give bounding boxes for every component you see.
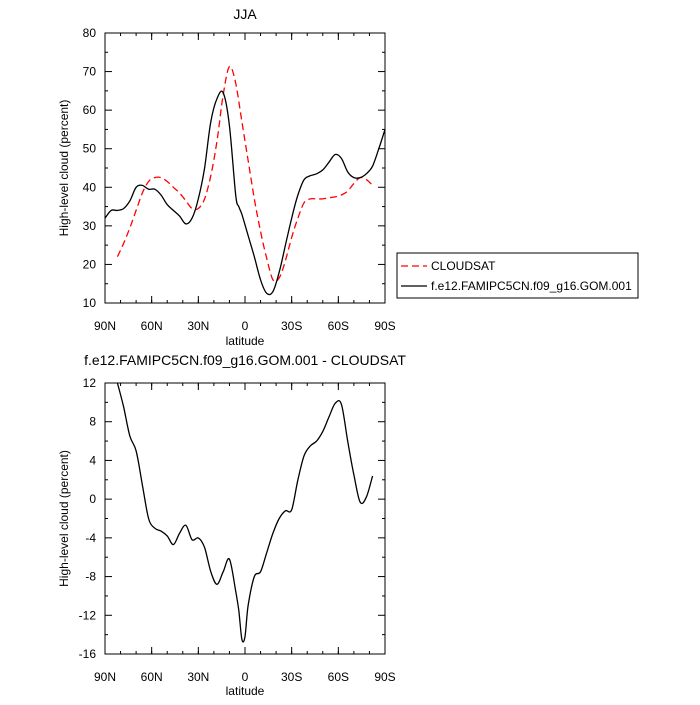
y-tick-label: 0 [89, 492, 96, 506]
x-tick-label: 90N [94, 670, 116, 684]
plot-frame [104, 382, 386, 655]
y-tick-label: 30 [83, 219, 97, 233]
difference-line [116, 382, 374, 643]
x-tick-label: 60S [328, 319, 349, 333]
chart-panel-2: f.e12.FAMIPC5CN.f09_g16.GOM.001 - CLOUDS… [57, 352, 406, 698]
y-tick-label: 70 [83, 65, 97, 79]
x-tick-label: 0 [242, 319, 249, 333]
y-tick-label: 50 [83, 142, 97, 156]
x-tick-label: 30N [187, 670, 209, 684]
y-tick-label: 8 [89, 415, 96, 429]
series-line-cloudsat [116, 65, 374, 283]
chart-title: f.e12.FAMIPC5CN.f09_g16.GOM.001 - CLOUDS… [84, 352, 406, 368]
y-axis-label: High-level cloud (percent) [57, 450, 71, 587]
legend-label: CLOUDSAT [431, 259, 496, 273]
x-tick-label: 0 [242, 670, 249, 684]
x-axis-label: latitude [226, 684, 265, 698]
legend-label: f.e12.FAMIPC5CN.f09_g16.GOM.001 [431, 279, 632, 293]
x-tick-label: 60N [141, 670, 163, 684]
y-tick-label: -8 [85, 570, 96, 584]
plot-frame [104, 32, 386, 304]
x-tick-label: 30S [281, 319, 302, 333]
y-tick-label: 10 [83, 296, 97, 310]
y-axis-label: High-level cloud (percent) [57, 100, 71, 237]
y-tick-label: 60 [83, 103, 97, 117]
y-tick-label: 80 [83, 26, 97, 40]
x-tick-label: 30N [187, 319, 209, 333]
x-tick-label: 30S [281, 670, 302, 684]
y-tick-label: -16 [79, 647, 97, 661]
y-tick-label: 20 [83, 257, 97, 271]
chart-title: JJA [233, 6, 257, 22]
y-tick-label: -4 [85, 531, 96, 545]
y-tick-label: 12 [83, 376, 97, 390]
y-tick-label: -12 [79, 608, 97, 622]
x-tick-label: 90S [374, 670, 395, 684]
x-axis-label: latitude [226, 334, 265, 348]
y-tick-label: 40 [83, 180, 97, 194]
x-tick-label: 90S [374, 319, 395, 333]
legend-box [396, 252, 639, 299]
series-line-f-e12-famipc5cn-f09-g16-gom-001 [104, 90, 386, 296]
y-tick-label: 4 [89, 453, 96, 467]
chart-panel-1: JJA 90N 60N 30N 0 30S 60S 90S 10 20 30 40 50 60 70 80 la… [57, 6, 639, 348]
x-tick-label: 60S [328, 670, 349, 684]
legend: CLOUDSAT f.e12.FAMIPC5CN.f09_g16.GOM.001 [396, 252, 639, 299]
x-tick-label: 60N [141, 319, 163, 333]
x-tick-label: 90N [94, 319, 116, 333]
